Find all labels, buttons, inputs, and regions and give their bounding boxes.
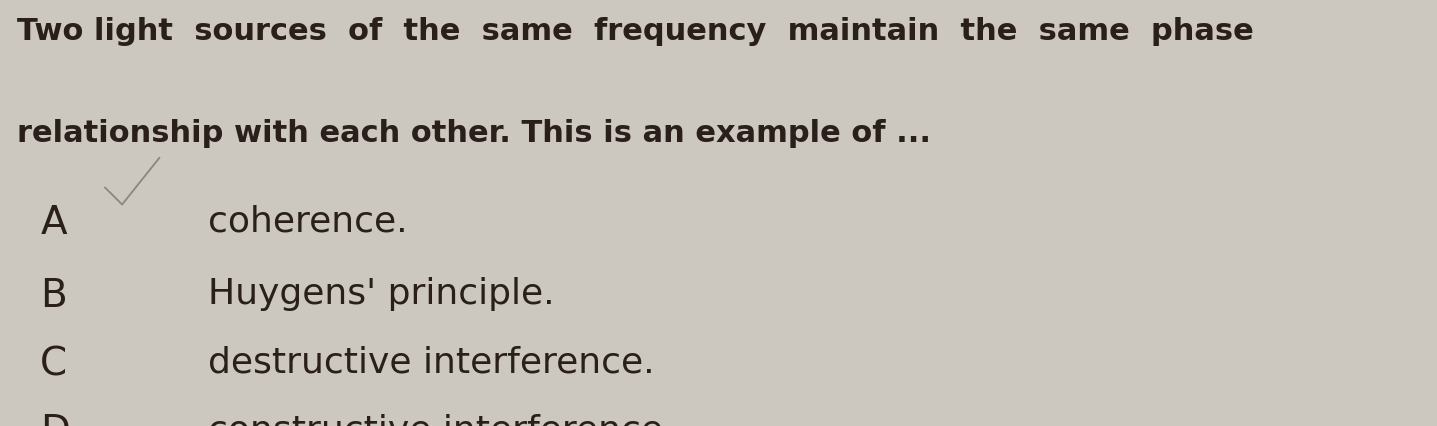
Text: Two light  sources  of  the  same  frequency  maintain  the  same  phase: Two light sources of the same frequency … (17, 17, 1255, 46)
Text: D: D (40, 413, 70, 426)
Text: Huygens' principle.: Huygens' principle. (208, 277, 555, 311)
Text: C: C (40, 345, 68, 383)
Text: relationship with each other. This is an example of ...: relationship with each other. This is an… (17, 119, 931, 148)
Text: coherence.: coherence. (208, 204, 408, 239)
Text: A: A (40, 204, 68, 242)
Text: destructive interference.: destructive interference. (208, 345, 655, 379)
Text: B: B (40, 277, 68, 315)
Text: constructive interference.: constructive interference. (208, 413, 675, 426)
